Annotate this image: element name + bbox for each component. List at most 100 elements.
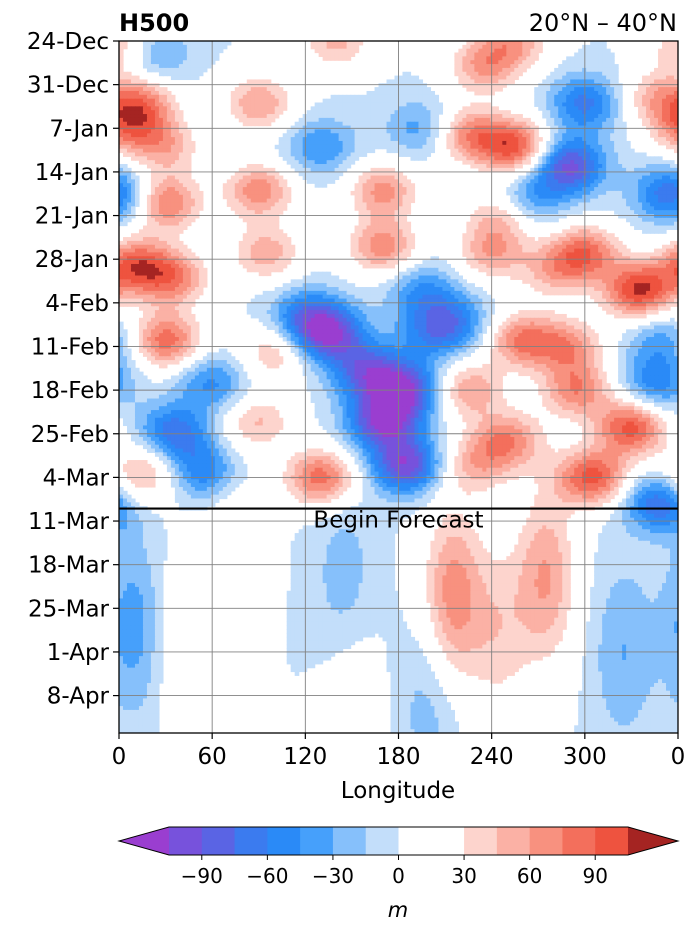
- heatmap-cell: [362, 117, 368, 123]
- heatmap-cell: [518, 175, 523, 180]
- heatmap-cell: [142, 160, 148, 165]
- heatmap-cell: [274, 114, 280, 119]
- heatmap-cell: [278, 175, 284, 180]
- heatmap-cell: [406, 240, 412, 246]
- heatmap-cell: [194, 183, 200, 188]
- heatmap-cell: [138, 125, 144, 131]
- heatmap-cell: [538, 164, 543, 169]
- heatmap-cell: [206, 56, 212, 61]
- heatmap-cell: [394, 210, 400, 215]
- heatmap-cell: [346, 144, 352, 150]
- heatmap-cell: [278, 152, 284, 157]
- heatmap-cell: [358, 117, 364, 123]
- heatmap-cell: [186, 48, 192, 54]
- heatmap-cell: [262, 260, 268, 265]
- heatmap-cell: [158, 229, 164, 234]
- heatmap-cell: [466, 133, 471, 138]
- heatmap-cell: [466, 256, 471, 261]
- heatmap-cell: [374, 252, 380, 257]
- heatmap-cell: [402, 90, 408, 96]
- heatmap-cell: [262, 110, 268, 115]
- heatmap-cell: [654, 171, 659, 177]
- heatmap-cell: [610, 52, 615, 57]
- heatmap-cell: [402, 202, 408, 207]
- heatmap-cell: [358, 244, 364, 250]
- heatmap-cell: [566, 164, 571, 169]
- heatmap-cell: [334, 56, 340, 61]
- heatmap-cell: [478, 129, 483, 134]
- heatmap-cell: [250, 121, 256, 127]
- heatmap-cell: [594, 90, 599, 96]
- heatmap-cell: [146, 252, 152, 257]
- heatmap-cell: [406, 71, 412, 77]
- heatmap-cell: [606, 187, 611, 192]
- heatmap-cell: [134, 83, 140, 88]
- heatmap-cell: [598, 175, 603, 180]
- heatmap-cell: [478, 167, 483, 173]
- heatmap-cell: [134, 183, 140, 188]
- heatmap-cell: [174, 137, 180, 142]
- heatmap-cell: [310, 175, 316, 180]
- heatmap-cell: [294, 160, 300, 165]
- heatmap-cell: [618, 206, 623, 211]
- heatmap-cell: [566, 190, 571, 196]
- heatmap-cell: [526, 198, 531, 204]
- heatmap-cell: [618, 248, 623, 254]
- heatmap-cell: [562, 233, 567, 238]
- heatmap-cell: [594, 87, 599, 92]
- heatmap-cell: [602, 229, 607, 234]
- heatmap-cell: [178, 52, 184, 57]
- heatmap-cell: [338, 121, 344, 127]
- heatmap-cell: [478, 160, 483, 165]
- heatmap-cell: [322, 156, 328, 161]
- heatmap-cell: [462, 117, 467, 123]
- heatmap-cell: [614, 114, 619, 119]
- heatmap-cell: [610, 206, 615, 211]
- heatmap-cell: [234, 210, 240, 215]
- heatmap-cell: [378, 187, 384, 192]
- heatmap-cell: [286, 260, 292, 265]
- heatmap-cell: [178, 198, 184, 204]
- heatmap-cell: [166, 260, 172, 265]
- heatmap-cell: [470, 144, 475, 150]
- heatmap-cell: [526, 52, 531, 57]
- heatmap-cell: [574, 167, 579, 173]
- heatmap-cell: [186, 133, 192, 138]
- heatmap-cell: [210, 56, 216, 61]
- heatmap-cell: [506, 67, 511, 73]
- heatmap-cell: [538, 183, 543, 188]
- heatmap-cell: [150, 260, 156, 265]
- heatmap-cell: [626, 140, 631, 146]
- heatmap-cell: [214, 41, 220, 46]
- heatmap-cell: [146, 90, 152, 96]
- heatmap-cell: [486, 256, 491, 261]
- heatmap-cell: [390, 194, 396, 200]
- heatmap-cell: [238, 202, 244, 207]
- heatmap-cell: [646, 164, 651, 169]
- heatmap-cell: [254, 198, 260, 204]
- heatmap-cell: [478, 210, 483, 215]
- heatmap-cell: [662, 198, 667, 204]
- heatmap-cell: [498, 260, 503, 265]
- heatmap-cell: [370, 217, 376, 223]
- heatmap-cell: [154, 106, 160, 111]
- heatmap-cell: [398, 87, 404, 92]
- heatmap-cell: [566, 260, 571, 265]
- heatmap-cell: [658, 67, 663, 73]
- heatmap-cell: [242, 110, 248, 115]
- heatmap-cell: [646, 106, 651, 111]
- heatmap-cell: [178, 240, 184, 246]
- heatmap-cell: [382, 194, 388, 200]
- heatmap-cell: [590, 114, 595, 119]
- heatmap-cell: [654, 164, 659, 169]
- heatmap-cell: [566, 233, 571, 238]
- heatmap-cell: [514, 164, 519, 169]
- heatmap-cell: [538, 175, 543, 180]
- heatmap-cell: [590, 190, 595, 196]
- heatmap-cell: [574, 102, 579, 107]
- heatmap-cell: [142, 256, 148, 261]
- heatmap-cell: [470, 225, 475, 230]
- heatmap-cell: [602, 52, 607, 57]
- heatmap-cell: [119, 125, 124, 131]
- heatmap-cell: [186, 52, 192, 57]
